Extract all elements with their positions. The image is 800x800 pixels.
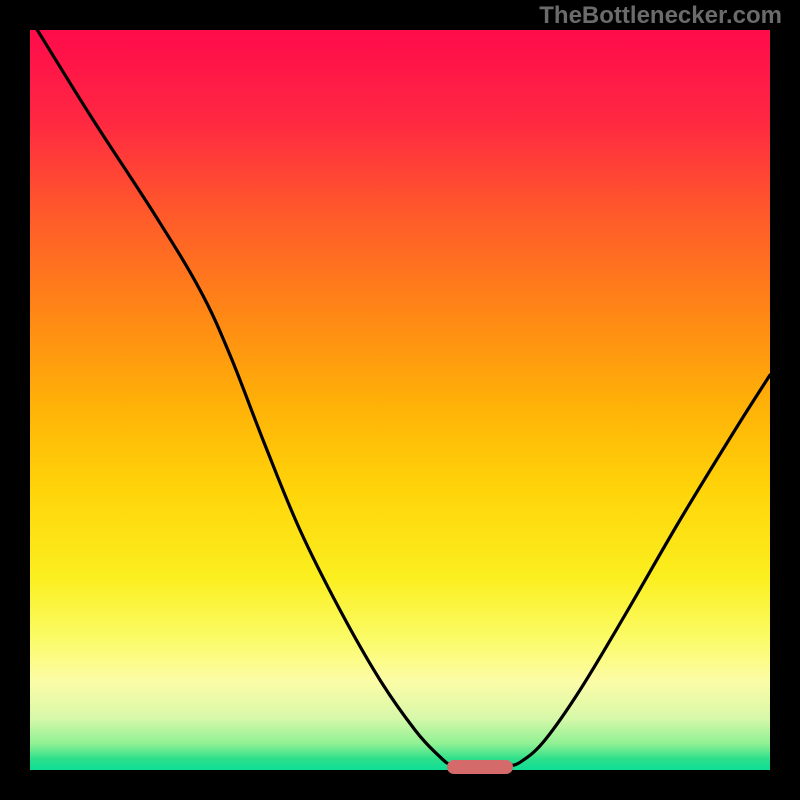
bottleneck-marker bbox=[447, 760, 513, 774]
chart-container: TheBottlenecker.com bbox=[0, 0, 800, 800]
plot-area bbox=[30, 30, 770, 770]
bottleneck-chart bbox=[0, 0, 800, 800]
watermark-text: TheBottlenecker.com bbox=[539, 2, 782, 30]
